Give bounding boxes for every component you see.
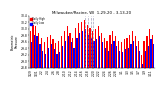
Bar [153, 44, 154, 68]
Bar [30, 31, 31, 68]
Bar [45, 54, 46, 68]
Bar [136, 46, 137, 68]
Bar [78, 23, 79, 68]
Bar [133, 41, 134, 68]
Bar [61, 36, 62, 68]
Bar [106, 41, 108, 68]
Bar [139, 51, 140, 68]
Bar [92, 31, 93, 68]
Bar [48, 48, 49, 68]
Bar [105, 48, 106, 68]
Bar [99, 36, 100, 68]
Bar [75, 28, 76, 68]
Bar [55, 43, 56, 68]
Title: Milwaukee/Racine, WI  1-29-20 - 3-13-20: Milwaukee/Racine, WI 1-29-20 - 3-13-20 [52, 11, 132, 15]
Y-axis label: Barometric
Pressure: Barometric Pressure [10, 33, 19, 50]
Bar [59, 52, 60, 68]
Bar [47, 37, 48, 68]
Bar [146, 36, 148, 68]
Bar [132, 31, 133, 68]
Bar [67, 26, 68, 68]
Bar [41, 38, 42, 68]
Bar [130, 44, 132, 68]
Bar [119, 51, 120, 68]
Bar [98, 26, 99, 68]
Bar [82, 31, 83, 68]
Bar [122, 52, 123, 68]
Bar [113, 41, 115, 68]
Bar [84, 20, 85, 68]
Bar [65, 41, 66, 68]
Bar [35, 26, 36, 68]
Bar [31, 42, 32, 68]
Bar [144, 41, 145, 68]
Bar [118, 41, 119, 68]
Bar [124, 39, 125, 68]
Bar [150, 39, 152, 68]
Bar [109, 35, 111, 68]
Bar [95, 29, 96, 68]
Bar [71, 42, 72, 68]
Bar [138, 41, 139, 68]
Bar [142, 64, 143, 68]
Bar [87, 25, 88, 68]
Bar [91, 38, 92, 68]
Bar [68, 36, 69, 68]
Bar [115, 36, 116, 68]
Bar [69, 33, 71, 68]
Bar [126, 38, 128, 68]
Bar [121, 42, 122, 68]
Bar [54, 49, 55, 68]
Bar [149, 29, 150, 68]
Bar [36, 36, 38, 68]
Bar [102, 42, 103, 68]
Bar [111, 44, 112, 68]
Bar [85, 29, 86, 68]
Bar [72, 38, 73, 68]
Bar [145, 51, 146, 68]
Bar [76, 38, 78, 68]
Bar [62, 46, 63, 68]
Bar [128, 48, 129, 68]
Bar [89, 28, 91, 68]
Bar [93, 41, 95, 68]
Bar [112, 31, 113, 68]
Bar [129, 35, 130, 68]
Bar [42, 51, 43, 68]
Bar [125, 49, 126, 68]
Bar [108, 51, 109, 68]
Bar [64, 31, 65, 68]
Bar [88, 35, 89, 68]
Bar [152, 35, 153, 68]
Bar [79, 33, 80, 68]
Bar [101, 33, 102, 68]
Bar [44, 42, 45, 68]
Bar [39, 44, 40, 68]
Bar [52, 39, 54, 68]
Bar [141, 55, 142, 68]
Bar [50, 35, 51, 68]
Bar [135, 36, 136, 68]
Bar [34, 35, 35, 68]
Bar [58, 41, 59, 68]
Bar [116, 46, 117, 68]
Bar [38, 33, 39, 68]
Bar [56, 54, 58, 68]
Bar [96, 39, 97, 68]
Bar [51, 44, 52, 68]
Bar [148, 46, 149, 68]
Bar [73, 48, 75, 68]
Bar [32, 25, 34, 68]
Legend: Daily High, Daily Low: Daily High, Daily Low [30, 17, 46, 26]
Bar [104, 38, 105, 68]
Bar [81, 21, 82, 68]
